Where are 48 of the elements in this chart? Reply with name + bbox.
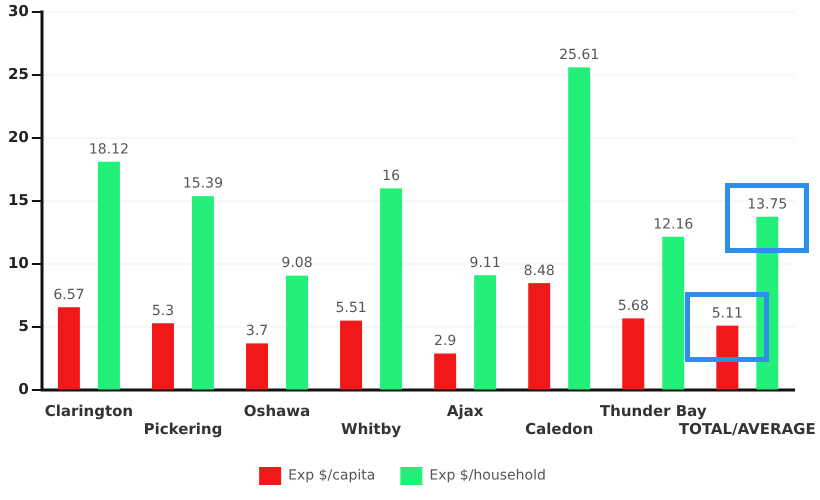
bar [58,307,80,390]
data-label: 2.9 [434,333,456,350]
y-tick-label: 15 [8,190,29,209]
y-tick-label: 25 [8,64,29,83]
bar [98,162,120,390]
y-tick-label: 20 [8,128,29,146]
bar [380,188,402,390]
bar [474,275,496,390]
data-label: 8.48 [524,262,555,279]
x-tick-label: Ajax [446,402,484,420]
bar [622,318,644,390]
bar [662,236,684,390]
y-tick-label: 0 [18,380,29,398]
legend-label: Exp $/household [429,468,546,484]
data-label: 9.08 [281,255,313,272]
bar [286,276,308,390]
data-label: 3.7 [246,323,268,340]
bar [716,326,738,390]
y-tick-label: 30 [8,2,29,20]
data-label: 5.3 [152,302,174,319]
data-label: 15.39 [182,176,223,192]
y-tick-label: 5 [18,316,29,335]
data-label: 9.11 [470,254,501,271]
bar [340,320,362,390]
data-label: 18.12 [88,141,129,158]
bar [192,196,214,390]
bar [152,323,174,390]
y-tick-label: 10 [8,254,29,272]
bar [434,353,456,390]
data-label: 16 [382,168,400,184]
data-label: 5.11 [712,305,743,322]
x-tick-label: Thunder Bay [600,402,707,420]
x-tick-label: Pickering [144,420,222,438]
x-tick-label: Caledon [525,420,594,438]
bar [568,67,590,390]
legend-label: Exp $/capita [288,468,376,484]
x-tick-label: Whitby [341,420,402,438]
x-tick-label: Oshawa [244,402,310,420]
data-label: 12.16 [653,216,694,232]
x-tick-label: Clarington [44,402,134,420]
bar [246,343,268,390]
bar [528,283,550,390]
x-tick-label: TOTAL/AVERAGE [678,420,816,438]
data-label: 5.68 [618,298,649,314]
data-label: 25.61 [559,46,600,63]
data-label: 13.75 [747,196,788,212]
data-label: 6.57 [53,286,84,303]
data-label: 5.51 [336,300,367,316]
